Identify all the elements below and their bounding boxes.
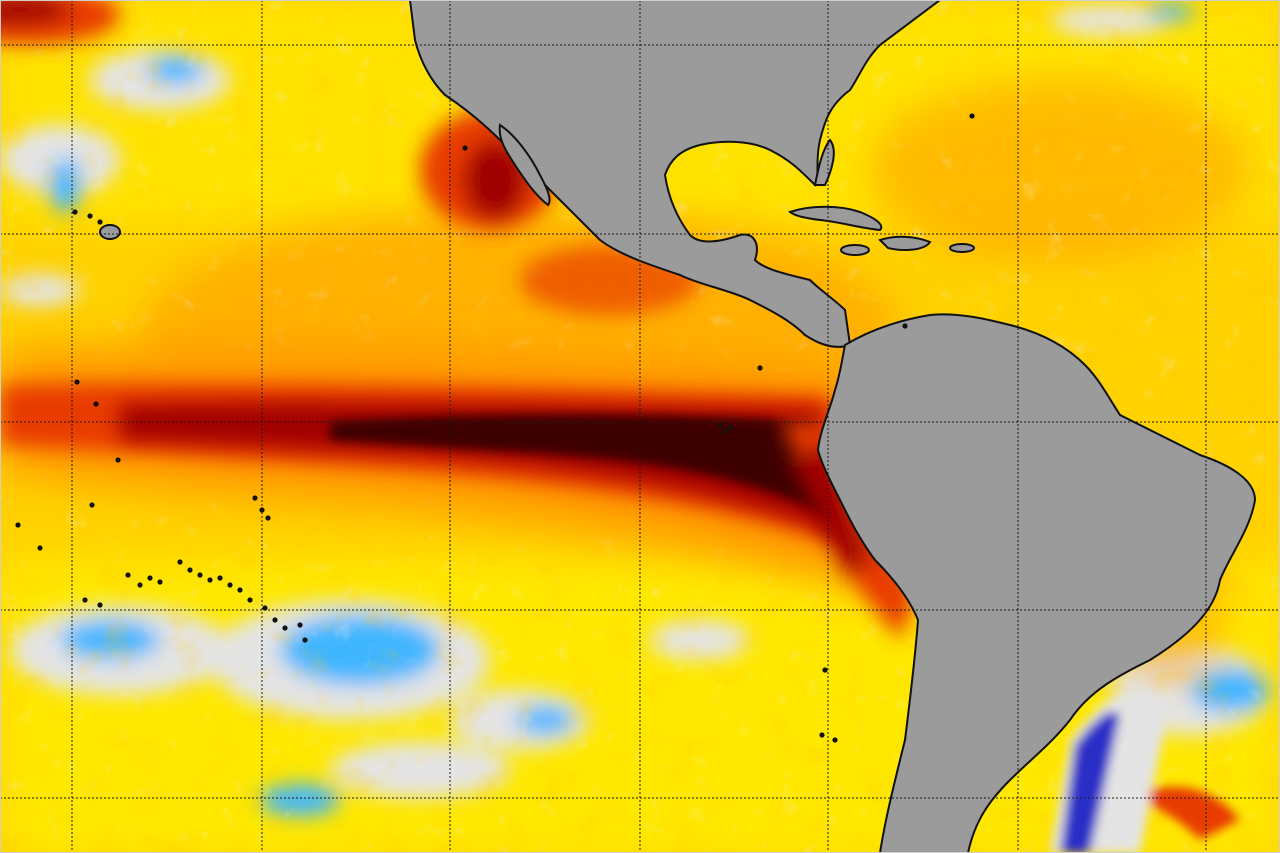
baja-california xyxy=(498,123,551,207)
island-dot xyxy=(302,637,308,643)
north-america xyxy=(408,0,942,348)
puerto-rico xyxy=(949,243,975,253)
island-dot xyxy=(819,732,825,738)
island-dot xyxy=(93,401,99,407)
island-dot xyxy=(262,605,268,611)
island-dot xyxy=(297,622,303,628)
island-dot xyxy=(259,507,265,513)
island-dot xyxy=(757,365,763,371)
island-dot xyxy=(265,515,271,521)
island-dot xyxy=(87,213,93,219)
jamaica xyxy=(840,244,870,256)
island-dot xyxy=(115,457,121,463)
island-dot xyxy=(82,597,88,603)
island-dot xyxy=(217,575,223,581)
island-dot xyxy=(727,425,733,431)
hispaniola xyxy=(878,235,932,251)
island-dot xyxy=(207,577,213,583)
island-dot xyxy=(832,737,838,743)
island-dot xyxy=(15,522,21,528)
island-dot xyxy=(237,587,243,593)
land-masses xyxy=(99,0,1257,853)
island-dot xyxy=(717,422,723,428)
island-dot xyxy=(272,617,278,623)
island-dot xyxy=(969,113,975,119)
island-dot xyxy=(197,572,203,578)
island-dot xyxy=(97,219,103,225)
island-dot xyxy=(137,582,143,588)
south-america xyxy=(816,313,1257,853)
cuba xyxy=(787,205,883,232)
island-dot xyxy=(147,575,153,581)
island-dot xyxy=(187,567,193,573)
island-dot xyxy=(902,323,908,329)
island-dot xyxy=(125,572,131,578)
island-dot xyxy=(97,602,103,608)
island-dot xyxy=(74,379,80,385)
island-dot xyxy=(72,209,78,215)
island-dot xyxy=(157,579,163,585)
island-dot xyxy=(822,667,828,673)
island-dot xyxy=(252,495,258,501)
island-dot xyxy=(177,559,183,565)
island-dot xyxy=(462,145,468,151)
island-dot xyxy=(37,545,43,551)
florida xyxy=(813,138,835,186)
island-dot xyxy=(722,429,728,435)
island-dot xyxy=(282,625,288,631)
island-dot xyxy=(247,597,253,603)
hawaii xyxy=(99,224,121,240)
islands xyxy=(15,113,975,743)
peru-coastal-anomaly xyxy=(780,420,915,640)
south-atlantic-cool-patch xyxy=(1050,692,1240,853)
island-dot xyxy=(227,582,233,588)
island-dot xyxy=(89,502,95,508)
